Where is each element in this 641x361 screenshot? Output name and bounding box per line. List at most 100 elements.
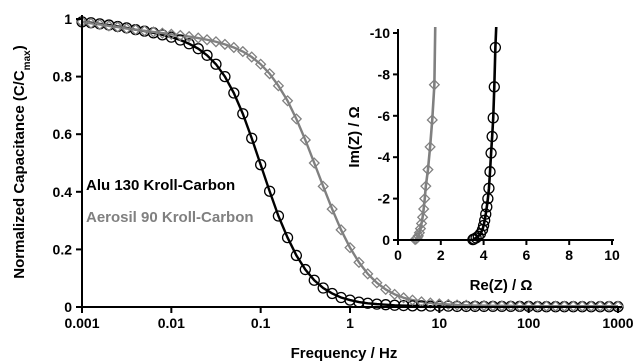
- data-point-s1-2: [94, 18, 106, 31]
- data-point-s1-31: [353, 256, 365, 269]
- inset-y-tick-label-1: -2: [378, 191, 391, 207]
- data-point-s1-58: [594, 300, 606, 312]
- data-point-s1-7: [138, 25, 151, 37]
- data-point-s1-36: [397, 292, 410, 304]
- data-point-s1-48: [505, 300, 517, 312]
- y-axis-title-end: ): [11, 45, 28, 50]
- data-point-s0-36: [397, 299, 410, 312]
- data-point-s1-1: [85, 17, 97, 30]
- data-point-s0-22: [272, 210, 285, 222]
- y-tick-label-2: 0.4: [53, 184, 73, 200]
- data-point-s1-13: [192, 32, 204, 44]
- inset-data-point-s0-11: [483, 182, 495, 194]
- inset-data-point-s0-14: [486, 130, 498, 143]
- inset-data-point-s1-8: [417, 203, 430, 215]
- inset-data-point-s0-15: [487, 112, 499, 124]
- inset-x-tick-label-3: 6: [523, 247, 531, 263]
- data-point-s1-11: [174, 29, 187, 42]
- x-axis-title: Frequency / Hz: [291, 345, 398, 361]
- inset-data-point-s1-9: [419, 192, 431, 205]
- x-tick-label-6: 1000: [602, 315, 633, 331]
- inset-x-tick-label-4: 8: [565, 247, 573, 263]
- y-tick-label-0: 0: [64, 299, 72, 315]
- data-point-s1-51: [531, 300, 544, 312]
- data-point-s0-24: [290, 249, 303, 262]
- inset-y-tick-label-4: -8: [378, 66, 391, 82]
- data-point-s1-20: [254, 58, 267, 70]
- y-tick-label-4: 0.8: [53, 69, 73, 85]
- data-point-s1-44: [469, 299, 481, 312]
- data-point-s0-25: [299, 263, 311, 276]
- inset-x-tick-label-1: 2: [437, 247, 445, 263]
- inset-data-point-s0-6: [477, 219, 490, 232]
- data-point-s1-4: [111, 21, 124, 33]
- data-point-s1-30: [344, 241, 356, 254]
- inset-x-tick-label-2: 4: [480, 247, 488, 263]
- data-point-s1-19: [245, 51, 258, 63]
- data-point-s0-15: [210, 58, 222, 70]
- data-point-s1-26: [308, 157, 320, 169]
- data-point-s1-59: [603, 300, 615, 312]
- legend-entry-1: Aerosil 90 Kroll-Carbon: [86, 209, 254, 226]
- data-point-s1-53: [549, 300, 562, 312]
- data-point-s1-22: [272, 80, 285, 92]
- inset-data-point-s0-9: [481, 201, 493, 213]
- legend-entry-0: Alu 130 Kroll-Carbon: [86, 177, 235, 194]
- data-point-s1-17: [228, 41, 240, 54]
- inset-data-point-s0-8: [480, 208, 492, 220]
- inset-data-point-s1-14: [428, 79, 441, 91]
- data-point-s1-49: [513, 300, 526, 312]
- inset-data-point-s0-7: [479, 214, 491, 226]
- data-point-s1-37: [406, 294, 419, 306]
- data-point-s1-43: [460, 299, 472, 311]
- inset-data-point-s1-10: [420, 180, 432, 192]
- data-point-s1-10: [165, 28, 178, 40]
- data-point-s1-46: [487, 300, 499, 312]
- data-point-s1-21: [263, 68, 276, 80]
- data-point-s1-24: [290, 113, 303, 125]
- inset-y-axis-title: Im(Z) / Ω: [346, 106, 363, 167]
- data-point-s1-33: [371, 277, 383, 289]
- data-point-s1-23: [281, 95, 294, 107]
- x-tick-label-4: 10: [432, 315, 448, 331]
- x-tick-label-1: 0.01: [158, 315, 185, 331]
- data-point-s1-15: [210, 36, 222, 48]
- data-point-s1-54: [558, 300, 571, 312]
- data-point-s1-56: [576, 300, 588, 312]
- data-point-s1-55: [567, 300, 580, 312]
- data-point-s1-3: [103, 20, 115, 32]
- data-point-s1-28: [326, 203, 338, 215]
- data-point-s1-32: [362, 268, 374, 280]
- main-chart: 0.001 0.01 0.1 1 10 100 100000.20.40.60.81Freq…: [11, 11, 634, 361]
- data-point-s1-12: [183, 30, 195, 43]
- data-point-s1-57: [585, 300, 597, 312]
- data-point-s0-21: [263, 185, 276, 197]
- data-point-s0-37: [406, 300, 419, 312]
- data-point-s0-33: [371, 298, 383, 310]
- data-point-s0-35: [388, 299, 401, 311]
- data-point-s1-41: [442, 298, 455, 311]
- inset-data-point-s0-13: [485, 147, 497, 159]
- data-point-s1-9: [156, 27, 169, 39]
- data-point-s0-38: [415, 300, 428, 312]
- y-tick-label-3: 0.6: [53, 126, 73, 142]
- y-tick-label-1: 0.2: [53, 241, 73, 257]
- inset-data-point-s1-13: [426, 114, 438, 126]
- data-point-s0-26: [308, 274, 320, 286]
- data-point-s1-27: [317, 180, 329, 193]
- data-point-s1-18: [237, 45, 249, 58]
- data-point-s1-6: [129, 23, 142, 36]
- data-point-s1-47: [496, 300, 508, 312]
- y-tick-label-5: 1: [64, 11, 72, 27]
- data-point-s0-12: [183, 38, 195, 50]
- data-point-s0-19: [246, 132, 258, 144]
- y-axis-title-subscript: max: [22, 50, 33, 70]
- inset-data-point-s1-6: [415, 217, 428, 230]
- inset-y-tick-label-2: -4: [378, 149, 391, 165]
- x-tick-label-5: 100: [517, 315, 541, 331]
- data-point-s0-23: [281, 231, 294, 244]
- inset-y-tick-label-0: 0: [382, 232, 390, 248]
- data-point-s0-34: [380, 299, 392, 311]
- data-point-s0-20: [255, 159, 267, 171]
